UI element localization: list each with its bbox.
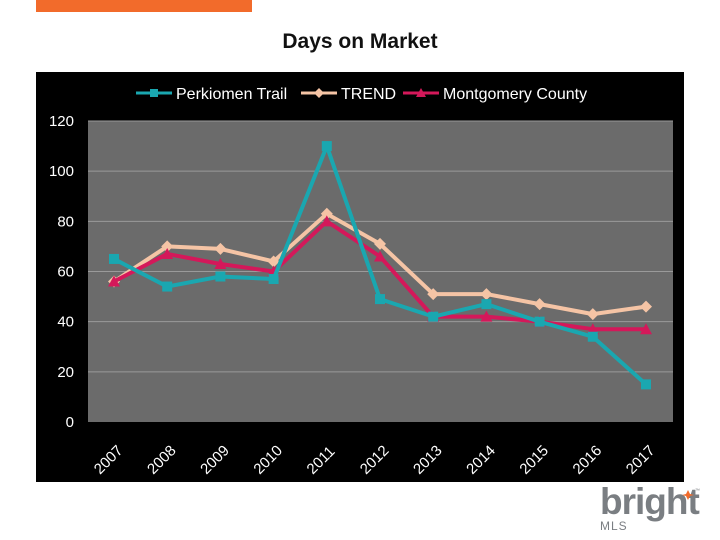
data-point-marker [108,275,120,287]
data-point-marker [480,310,493,322]
data-point-marker [214,257,227,269]
data-point-marker [586,323,599,335]
bright-mls-logo: bright ™ MLS [600,484,700,533]
x-tick-label: 2014 [463,442,499,478]
data-point-marker [427,288,440,301]
data-point-marker [480,288,493,301]
x-tick-label: 2015 [516,442,552,478]
x-tick-label: 2012 [357,442,393,478]
data-point-marker [268,274,279,285]
data-point-marker [150,89,158,97]
data-point-marker [214,242,227,255]
y-tick-label: 80 [57,213,74,230]
data-point-marker [428,311,439,322]
top-accent-bar [36,0,252,12]
data-point-marker [321,141,332,152]
data-point-marker [161,240,174,253]
x-tick-label: 2011 [304,443,339,478]
logo-tm: ™ [695,488,700,494]
legend-label: TREND [341,86,396,103]
data-point-marker [640,300,652,313]
logo-star-icon [682,490,694,500]
x-tick-label: 2008 [144,442,180,478]
data-point-marker [481,299,492,310]
y-tick-label: 60 [57,264,74,281]
y-tick-label: 120 [49,113,74,130]
data-point-marker [267,255,280,268]
line-chart: 0 20 40 60 80 100 120 2007 2008 2009 2010 2011 2012 2… [49,86,673,478]
data-point-marker [640,323,652,335]
x-tick-label: 2013 [410,442,446,478]
logo-word: bright [600,484,699,522]
data-point-marker [161,247,174,259]
data-point-marker [534,316,545,327]
x-tick-label: 2010 [250,442,286,478]
data-point-marker [587,331,598,342]
x-tick-label: 2009 [197,442,233,478]
legend-label: Montgomery County [443,86,587,103]
x-tick-label: 2017 [623,442,659,478]
data-point-marker [374,237,386,250]
data-point-marker [641,379,651,390]
legend-label: Perkiomen Trail [176,86,287,103]
page-title: Days on Market [282,30,438,53]
data-point-marker [586,308,599,321]
y-tick-label: 40 [57,314,74,331]
logo-sub: MLS [600,519,628,533]
x-tick-label: 2016 [570,442,606,478]
y-tick-label: 0 [66,414,74,431]
y-tick-label: 20 [57,364,74,381]
data-point-marker [320,215,333,227]
data-point-marker [375,294,385,305]
data-point-marker [215,271,226,282]
data-point-marker [162,281,173,292]
data-point-marker [109,253,119,264]
data-point-marker [374,250,386,262]
data-point-marker [314,88,324,98]
data-point-marker [533,298,546,311]
data-point-marker [416,88,426,97]
data-point-marker [320,207,333,220]
y-tick-label: 100 [49,163,74,180]
x-tick-label: 2007 [91,442,127,478]
